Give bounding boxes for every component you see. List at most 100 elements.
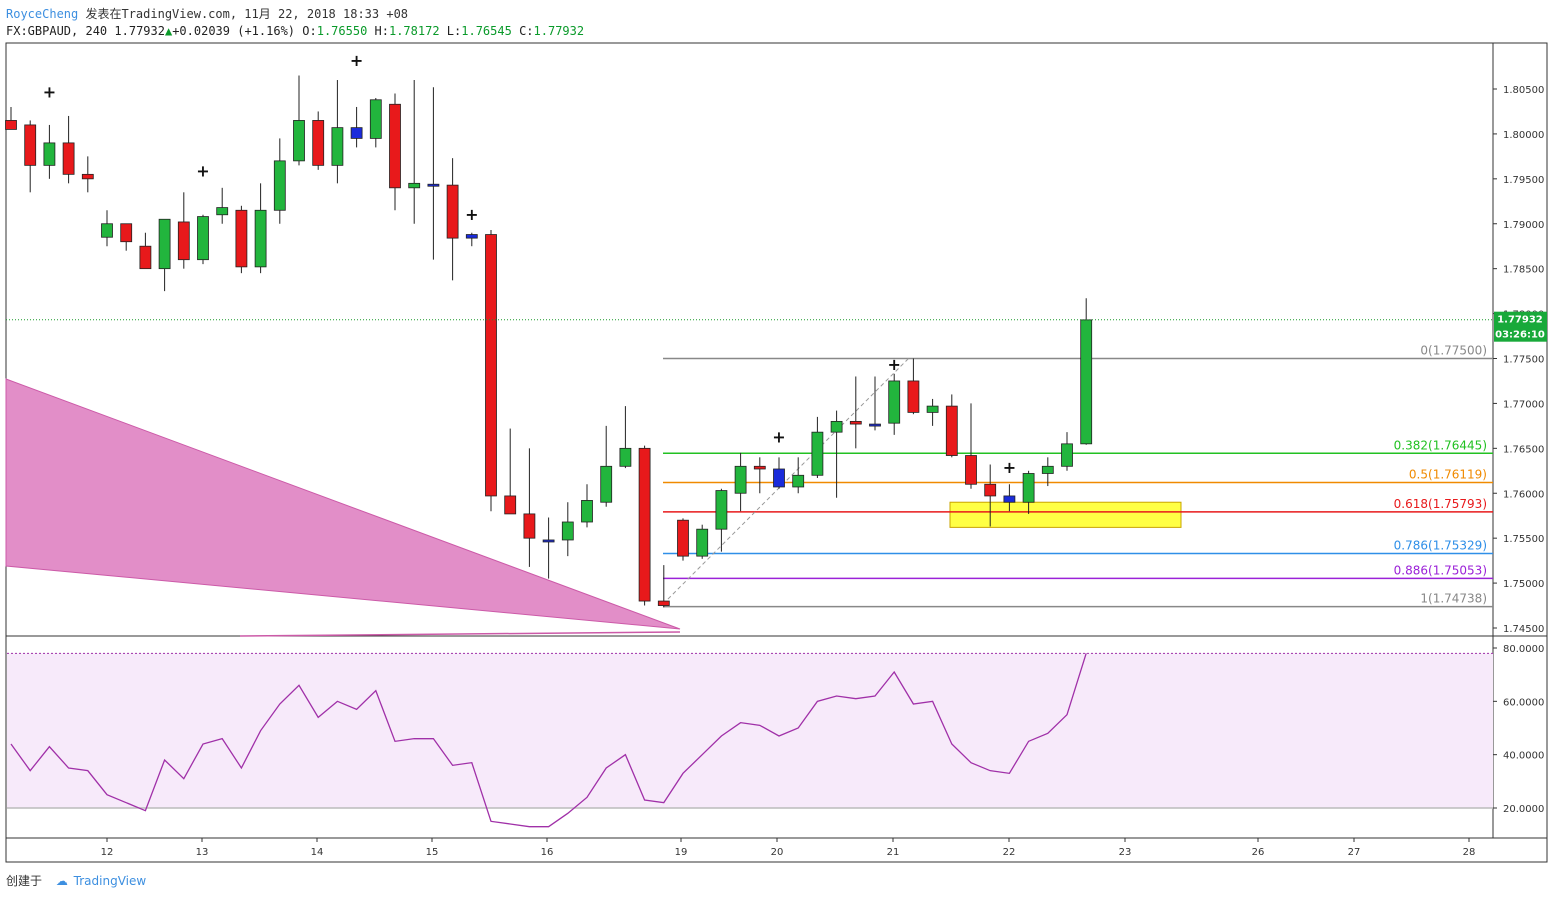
price-tick-label: 1.80500 [1503, 85, 1544, 96]
rsi-tick-label: 40.0000 [1503, 751, 1544, 762]
time-tick-label: 16 [541, 847, 554, 858]
candle-body [427, 183, 440, 187]
rsi-tick-label: 80.0000 [1503, 644, 1544, 655]
open-label: O: [302, 24, 317, 38]
author-link[interactable]: RoyceCheng [6, 7, 79, 21]
price-axis: 1.805001.800001.795001.790001.785001.780… [1493, 85, 1544, 635]
countdown-tag-value: 03:26:10 [1495, 330, 1545, 341]
fib-level-label: 0.618(1.75793) [1394, 497, 1487, 511]
candle-body [81, 173, 94, 180]
time-axis: 12 13 14 15 16 19 20 21 22 23 26 27 28 [101, 838, 1476, 858]
price-tick-label: 1.77000 [1503, 399, 1544, 410]
time-tick-label: 23 [1119, 847, 1132, 858]
fib-level-label: 0(1.77500) [1420, 344, 1487, 358]
candle-body [677, 519, 689, 557]
candle-body [120, 223, 133, 243]
candle-body [715, 490, 728, 530]
candle-body [888, 380, 901, 424]
candle-body [600, 465, 613, 503]
time-tick-label: 22 [1003, 847, 1016, 858]
time-tick-label: 20 [771, 847, 784, 858]
ohlc-legend: FX:GBPAUD, 240 1.77932▲+0.02039 (+1.16%)… [6, 24, 584, 38]
time-tick-label: 27 [1348, 847, 1361, 858]
candle-body [43, 142, 56, 166]
candle-body [542, 539, 555, 543]
candle-body [792, 474, 805, 488]
candle-body [1022, 473, 1035, 503]
candle-body [830, 420, 843, 433]
candle-body [907, 380, 920, 413]
candle-body [101, 223, 113, 238]
fib-level-label: 0.382(1.76445) [1394, 438, 1487, 452]
wedge-pattern [5, 378, 681, 630]
last-price: 1.77932 [114, 24, 165, 38]
price-tick-label: 1.75000 [1503, 579, 1544, 590]
candlesticks [5, 75, 1093, 608]
time-tick-label: 26 [1252, 847, 1265, 858]
candle-body [408, 182, 421, 189]
price-change: +0.02039 (+1.16%) [172, 24, 296, 38]
tradingview-logo-icon[interactable]: ☁ [55, 874, 68, 888]
candle-body [1080, 319, 1093, 445]
fib-level-label: 1(1.74738) [1420, 592, 1487, 606]
candle-body [581, 500, 593, 523]
candle-body [734, 465, 747, 494]
candle-body [485, 234, 497, 497]
low-label: L: [446, 24, 462, 38]
candle-body [696, 528, 709, 557]
candle-body [504, 495, 517, 515]
candle-body [773, 468, 785, 488]
candle-body [293, 120, 305, 162]
high-value: 1.78172 [388, 24, 440, 38]
price-tick-label: 1.76000 [1503, 489, 1544, 500]
signal-plus-marker: + [887, 355, 900, 374]
high-label: H: [374, 24, 389, 38]
candle-body [619, 447, 632, 467]
signal-plus-marker: + [350, 51, 363, 70]
signal-plus-marker: + [465, 205, 478, 224]
candle-body [331, 127, 344, 166]
price-tick-label: 1.77500 [1503, 355, 1544, 366]
fib-trend-line [662, 356, 911, 605]
price-tick-label: 1.79500 [1503, 175, 1544, 186]
time-tick-label: 15 [426, 847, 439, 858]
last-price-tag-value: 1.77932 [1497, 315, 1543, 326]
candle-body [254, 209, 267, 268]
candle-body [139, 245, 152, 270]
time-tick-label: 21 [887, 847, 900, 858]
candle-body [849, 420, 862, 425]
candle-body [523, 513, 536, 539]
candle-body [1003, 495, 1016, 503]
candle-body [869, 423, 881, 427]
signal-plus-marker: + [43, 83, 56, 102]
time-tick-label: 19 [675, 847, 688, 858]
low-value: 1.76545 [461, 24, 512, 38]
signal-plus-marker: + [196, 162, 209, 181]
symbol-label: FX:GBPAUD, 240 [6, 24, 108, 38]
fib-level-label: 0.786(1.75329) [1394, 539, 1487, 553]
candle-body [158, 218, 171, 270]
created-label: 创建于 [6, 874, 43, 888]
last-price-tag: 1.77932 03:26:10 [1494, 311, 1547, 342]
up-arrow-icon: ▲ [164, 24, 173, 38]
rsi-axis: 80.0000 60.0000 40.0000 20.0000 [1493, 644, 1544, 815]
time-tick-label: 28 [1463, 847, 1476, 858]
open-value: 1.76550 [316, 24, 368, 38]
candle-body [5, 120, 17, 130]
publish-info: 发表在TradingView.com, 11月 22, 2018 18:33 +… [85, 7, 409, 21]
tradingview-link[interactable]: TradingView [73, 874, 147, 888]
signal-plus-marker: + [1003, 458, 1016, 477]
candle-body [1061, 443, 1073, 467]
price-tick-label: 1.79000 [1503, 220, 1544, 231]
candle-body [216, 207, 229, 216]
close-label: C: [519, 24, 534, 38]
candle-body [945, 405, 958, 456]
price-tick-label: 1.76500 [1503, 444, 1544, 455]
price-tick-label: 1.78500 [1503, 265, 1544, 276]
support-zone [949, 501, 1182, 528]
rsi-line [10, 653, 1087, 828]
rsi-tick-label: 20.0000 [1503, 804, 1544, 815]
fibonacci-retracement[interactable]: 0(1.77500) 0.382(1.76445) 0.5(1.76119) 0.61… [663, 344, 1493, 608]
rsi-band [7, 653, 1493, 808]
